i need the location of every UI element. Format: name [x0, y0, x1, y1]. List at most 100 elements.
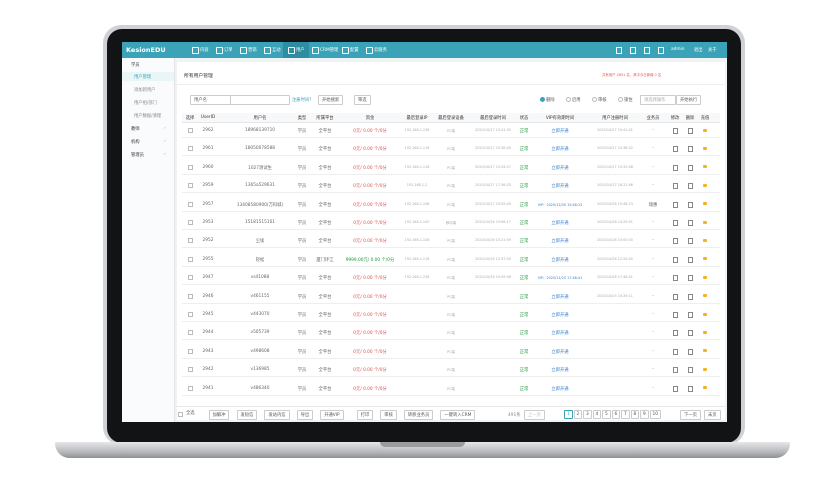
- top-icon[interactable]: [658, 47, 664, 54]
- recharge-icon[interactable]: [703, 183, 707, 187]
- footer-button[interactable]: 全选: [186, 411, 195, 416]
- radio-label[interactable]: 启用: [572, 98, 581, 103]
- row-checkbox[interactable]: [188, 146, 193, 152]
- radio[interactable]: [592, 97, 597, 102]
- row-checkbox[interactable]: [188, 164, 193, 170]
- footer-button[interactable]: 打印: [356, 410, 374, 420]
- row-checkbox[interactable]: [188, 348, 193, 354]
- cell-vip[interactable]: 立即开通: [551, 165, 569, 171]
- radio-label[interactable]: 审核: [598, 98, 607, 103]
- page[interactable]: 1: [564, 410, 573, 419]
- cell-vip[interactable]: 立即开通: [551, 257, 569, 263]
- last[interactable]: 末页: [704, 410, 721, 420]
- row-icon[interactable]: [673, 183, 678, 190]
- row-icon[interactable]: [688, 183, 693, 190]
- search-button[interactable]: 开始搜索: [318, 95, 344, 105]
- row-icon[interactable]: [673, 312, 678, 318]
- recharge-icon[interactable]: [703, 257, 707, 261]
- nav-item[interactable]: 用户: [296, 48, 305, 53]
- footer-button[interactable]: 加解冲: [208, 410, 230, 420]
- row-icon[interactable]: [688, 128, 693, 134]
- top-link[interactable]: 退出: [694, 48, 703, 53]
- row-icon[interactable]: [688, 293, 693, 300]
- nav-item[interactable]: 内容: [200, 48, 209, 53]
- radio-label[interactable]: 锁住: [624, 98, 633, 103]
- cell-vip[interactable]: 立即开通: [551, 294, 569, 300]
- footer-button[interactable]: 导出: [296, 410, 314, 420]
- recharge-icon[interactable]: [703, 330, 707, 334]
- page[interactable]: 4: [592, 410, 602, 419]
- row-checkbox[interactable]: [188, 183, 193, 189]
- row-icon[interactable]: [688, 312, 693, 318]
- recharge-icon[interactable]: [703, 294, 707, 298]
- row-icon[interactable]: [688, 330, 693, 337]
- radio[interactable]: [540, 97, 545, 102]
- top-icon[interactable]: [616, 47, 622, 54]
- nav-item[interactable]: CRM管理: [320, 48, 339, 53]
- row-checkbox[interactable]: [188, 330, 193, 336]
- top-icon[interactable]: [630, 47, 636, 54]
- cell-vip[interactable]: VIP：2020/11/20 17:46:41: [537, 276, 583, 281]
- row-icon[interactable]: [673, 330, 678, 337]
- footer-button[interactable]: 开通VIP: [320, 410, 344, 420]
- cell-vip[interactable]: 立即开通: [551, 313, 569, 318]
- page[interactable]: 7: [621, 410, 630, 419]
- nav-item[interactable]: 云服务: [374, 48, 387, 53]
- row-checkbox[interactable]: [188, 312, 193, 317]
- search-input[interactable]: [230, 95, 290, 105]
- sidebar-item[interactable]: 用户组/部门: [134, 101, 157, 106]
- page[interactable]: 3: [583, 410, 592, 419]
- sidebar-item[interactable]: 用户管理: [134, 75, 152, 80]
- select-field[interactable]: 用户名: [190, 95, 234, 105]
- cell-vip[interactable]: 立即开通: [551, 129, 569, 134]
- footer-checkbox[interactable]: [178, 412, 183, 417]
- recharge-icon[interactable]: [703, 146, 707, 150]
- nav-item[interactable]: 配置: [350, 48, 359, 53]
- cell-vip[interactable]: 立即开通: [551, 349, 569, 355]
- nav-item[interactable]: 营销: [248, 48, 257, 53]
- prev[interactable]: 上一页: [524, 410, 545, 420]
- user-name[interactable]: admin: [671, 47, 685, 52]
- row-icon[interactable]: [673, 146, 678, 153]
- row-icon[interactable]: [688, 164, 693, 171]
- cell-vip[interactable]: 立即开通: [551, 331, 569, 337]
- page[interactable]: 5: [602, 410, 611, 419]
- footer-button[interactable]: 转移业务员: [403, 410, 434, 420]
- cell-vip[interactable]: VIP：2020/12/30 15:48:23: [537, 202, 583, 207]
- execute-button[interactable]: 开始执行: [676, 95, 702, 105]
- row-checkbox[interactable]: [188, 256, 193, 262]
- next[interactable]: 下一页: [680, 410, 701, 420]
- row-icon[interactable]: [673, 220, 678, 226]
- row-icon[interactable]: [688, 238, 693, 245]
- cell-vip[interactable]: 立即开通: [551, 368, 569, 374]
- row-icon[interactable]: [688, 201, 693, 208]
- row-icon[interactable]: [688, 256, 693, 263]
- recharge-icon[interactable]: [703, 220, 707, 224]
- footer-button[interactable]: 审核: [380, 410, 397, 420]
- sidebar-item[interactable]: 添加新用户: [134, 88, 156, 93]
- recharge-icon[interactable]: [703, 349, 707, 353]
- row-checkbox[interactable]: [188, 128, 193, 133]
- row-checkbox[interactable]: [188, 385, 193, 391]
- cell-vip[interactable]: 立即开通: [551, 184, 569, 190]
- row-icon[interactable]: [673, 293, 678, 300]
- row-checkbox[interactable]: [188, 293, 193, 299]
- sidebar-group[interactable]: 管理员: [131, 153, 144, 158]
- recharge-icon[interactable]: [703, 165, 707, 169]
- row-icon[interactable]: [688, 367, 693, 374]
- row-checkbox[interactable]: [188, 220, 193, 225]
- page[interactable]: 6: [611, 410, 621, 419]
- radio[interactable]: [618, 97, 623, 102]
- radio-label[interactable]: 删除: [546, 98, 555, 103]
- page[interactable]: 10: [649, 410, 661, 419]
- recharge-icon[interactable]: [703, 128, 707, 132]
- recharge-icon[interactable]: [703, 386, 707, 390]
- row-icon[interactable]: [688, 220, 693, 226]
- recharge-icon[interactable]: [703, 275, 707, 279]
- row-icon[interactable]: [673, 385, 678, 392]
- top-link[interactable]: 关于: [708, 48, 717, 53]
- row-icon[interactable]: [673, 201, 678, 208]
- action-select[interactable]: 请选择操作: [640, 95, 676, 105]
- row-icon[interactable]: [673, 256, 678, 263]
- row-icon[interactable]: [673, 348, 678, 355]
